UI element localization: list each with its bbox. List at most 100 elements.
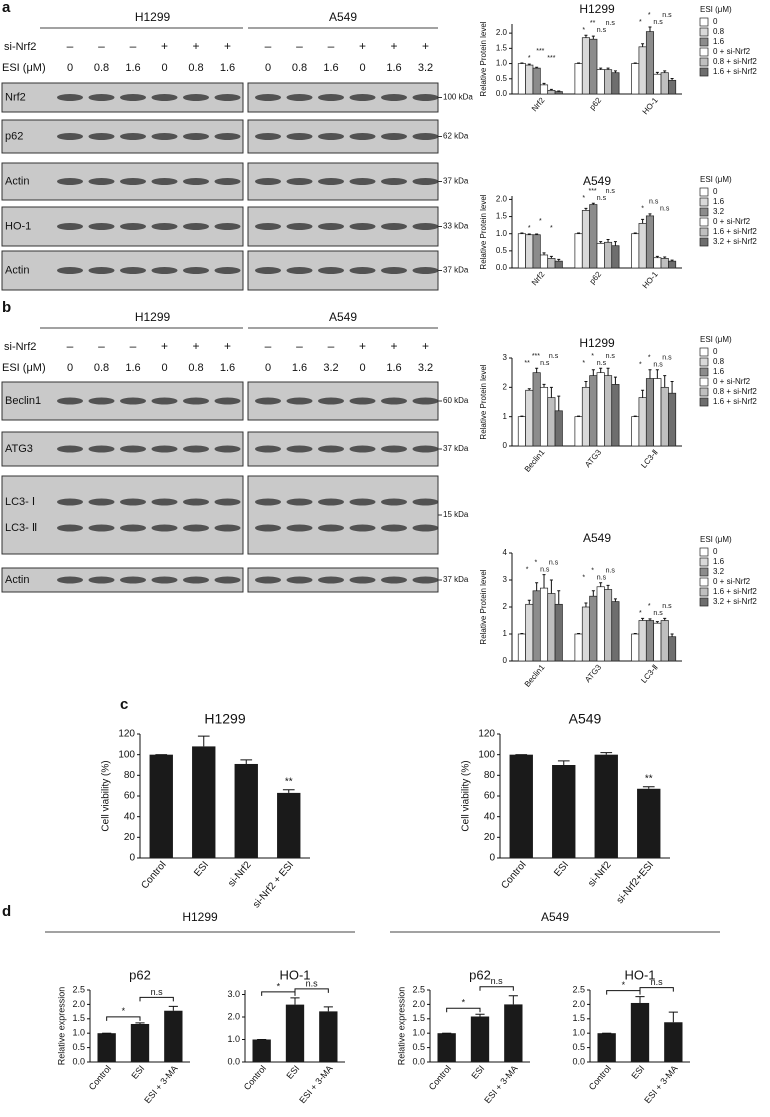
significance: n.s: [491, 976, 504, 986]
esi-dose: 1.6: [220, 62, 235, 74]
legend-swatch: [699, 377, 709, 387]
y-tick-label: 3.0: [227, 989, 240, 999]
sirna-sign: +: [161, 339, 168, 353]
y-tick-label: 60: [484, 791, 496, 802]
blot-band: [349, 524, 376, 532]
legend-label: 1.6: [713, 37, 725, 46]
blot-band: [318, 397, 344, 405]
bar: [597, 1033, 616, 1062]
error-bar: [606, 367, 610, 376]
blot-band: [412, 267, 439, 274]
bar: [589, 595, 598, 662]
legend-title: ESI (μM): [700, 175, 732, 184]
panel-letter: b: [2, 299, 11, 316]
x-tick-label: Control: [427, 1063, 453, 1092]
legend-swatch: [699, 577, 709, 587]
error-bar: [633, 232, 637, 234]
significance: n.s: [306, 978, 319, 988]
blot-band: [214, 133, 241, 140]
error-bar: [584, 380, 588, 388]
sirna-sign: –: [265, 39, 272, 53]
blot-band: [286, 445, 313, 453]
bar: [517, 63, 526, 95]
y-axis-label: Relative Protein level: [479, 21, 488, 96]
bracket: [639, 987, 674, 992]
sirna-sign: –: [98, 339, 105, 353]
y-tick-label: 1: [503, 629, 508, 638]
bar: [539, 84, 549, 95]
error-bar: [668, 1011, 678, 1023]
blot-band: [183, 498, 209, 506]
legend-swatch: [699, 207, 709, 217]
bar: [645, 378, 655, 447]
significance: *: [582, 360, 585, 367]
bar: [532, 67, 541, 95]
error-bar: [635, 996, 645, 1003]
chart-title: H1299: [204, 711, 245, 727]
panel-letter: d: [2, 903, 11, 920]
row-header: si-Nrf2: [4, 41, 36, 53]
bar: [532, 234, 541, 269]
significance: *: [591, 353, 594, 360]
sirna-sign: –: [296, 339, 303, 353]
bracket: [294, 988, 329, 993]
y-tick-label: 2: [503, 602, 508, 611]
error-bar: [633, 62, 637, 64]
y-tick-label: 1.5: [572, 1013, 585, 1023]
sirna-sign: –: [265, 339, 272, 353]
bar: [525, 603, 534, 662]
bar: [234, 763, 258, 858]
error-bar: [240, 759, 253, 764]
significance: n.s: [606, 568, 616, 575]
significance: *: [122, 1006, 126, 1016]
error-bar: [655, 621, 659, 624]
bar: [517, 233, 526, 269]
y-tick-label: 2.0: [572, 999, 585, 1009]
sirna-sign: –: [67, 39, 74, 53]
y-axis-label: Relative Protein level: [479, 364, 488, 439]
blot-band: [381, 524, 407, 532]
error-bar: [633, 415, 637, 417]
significance: n.s: [662, 12, 672, 19]
legend-swatch: [699, 397, 709, 407]
y-tick-label: 60: [124, 791, 136, 802]
y-axis-label: Relative expression: [396, 987, 406, 1066]
y-tick-label: 1.0: [72, 1028, 85, 1038]
legend-label: 0: [713, 17, 718, 26]
error-bar: [599, 367, 603, 373]
bar: [653, 257, 662, 269]
kda-label: 33 kDa: [443, 222, 469, 231]
blot-band: [286, 223, 313, 230]
blot-band: [120, 178, 146, 185]
legend-label: 1.6 + si-Nrf2: [713, 227, 757, 236]
significance: *: [582, 575, 585, 582]
significance: *: [639, 610, 642, 617]
error-bar: [613, 598, 617, 602]
error-bar: [549, 579, 553, 594]
blot-band: [381, 498, 407, 506]
esi-dose: 3.2: [323, 362, 338, 374]
error-bar: [557, 760, 570, 765]
error-bar: [557, 590, 561, 605]
y-tick-label: 2.0: [496, 28, 508, 37]
bar: [574, 63, 583, 95]
y-tick-label: 1.0: [496, 59, 508, 68]
sirna-sign: –: [130, 39, 137, 53]
blot-band: [318, 576, 344, 584]
y-tick-label: 1.0: [496, 229, 508, 238]
legend-title: ESI (μM): [700, 5, 732, 14]
blot-band: [183, 94, 209, 101]
y-tick-label: 120: [478, 729, 495, 740]
significance: **: [285, 776, 293, 787]
error-bar: [584, 207, 588, 211]
blot-band: [255, 267, 281, 274]
error-bar: [613, 70, 617, 73]
bar: [552, 765, 576, 858]
legend-swatch: [699, 387, 709, 397]
bar: [509, 754, 533, 858]
row-header: si-Nrf2: [4, 341, 36, 353]
error-bar: [641, 617, 645, 621]
legend-title: ESI (μM): [700, 535, 732, 544]
error-bar: [648, 369, 652, 379]
error-bar: [599, 67, 603, 70]
